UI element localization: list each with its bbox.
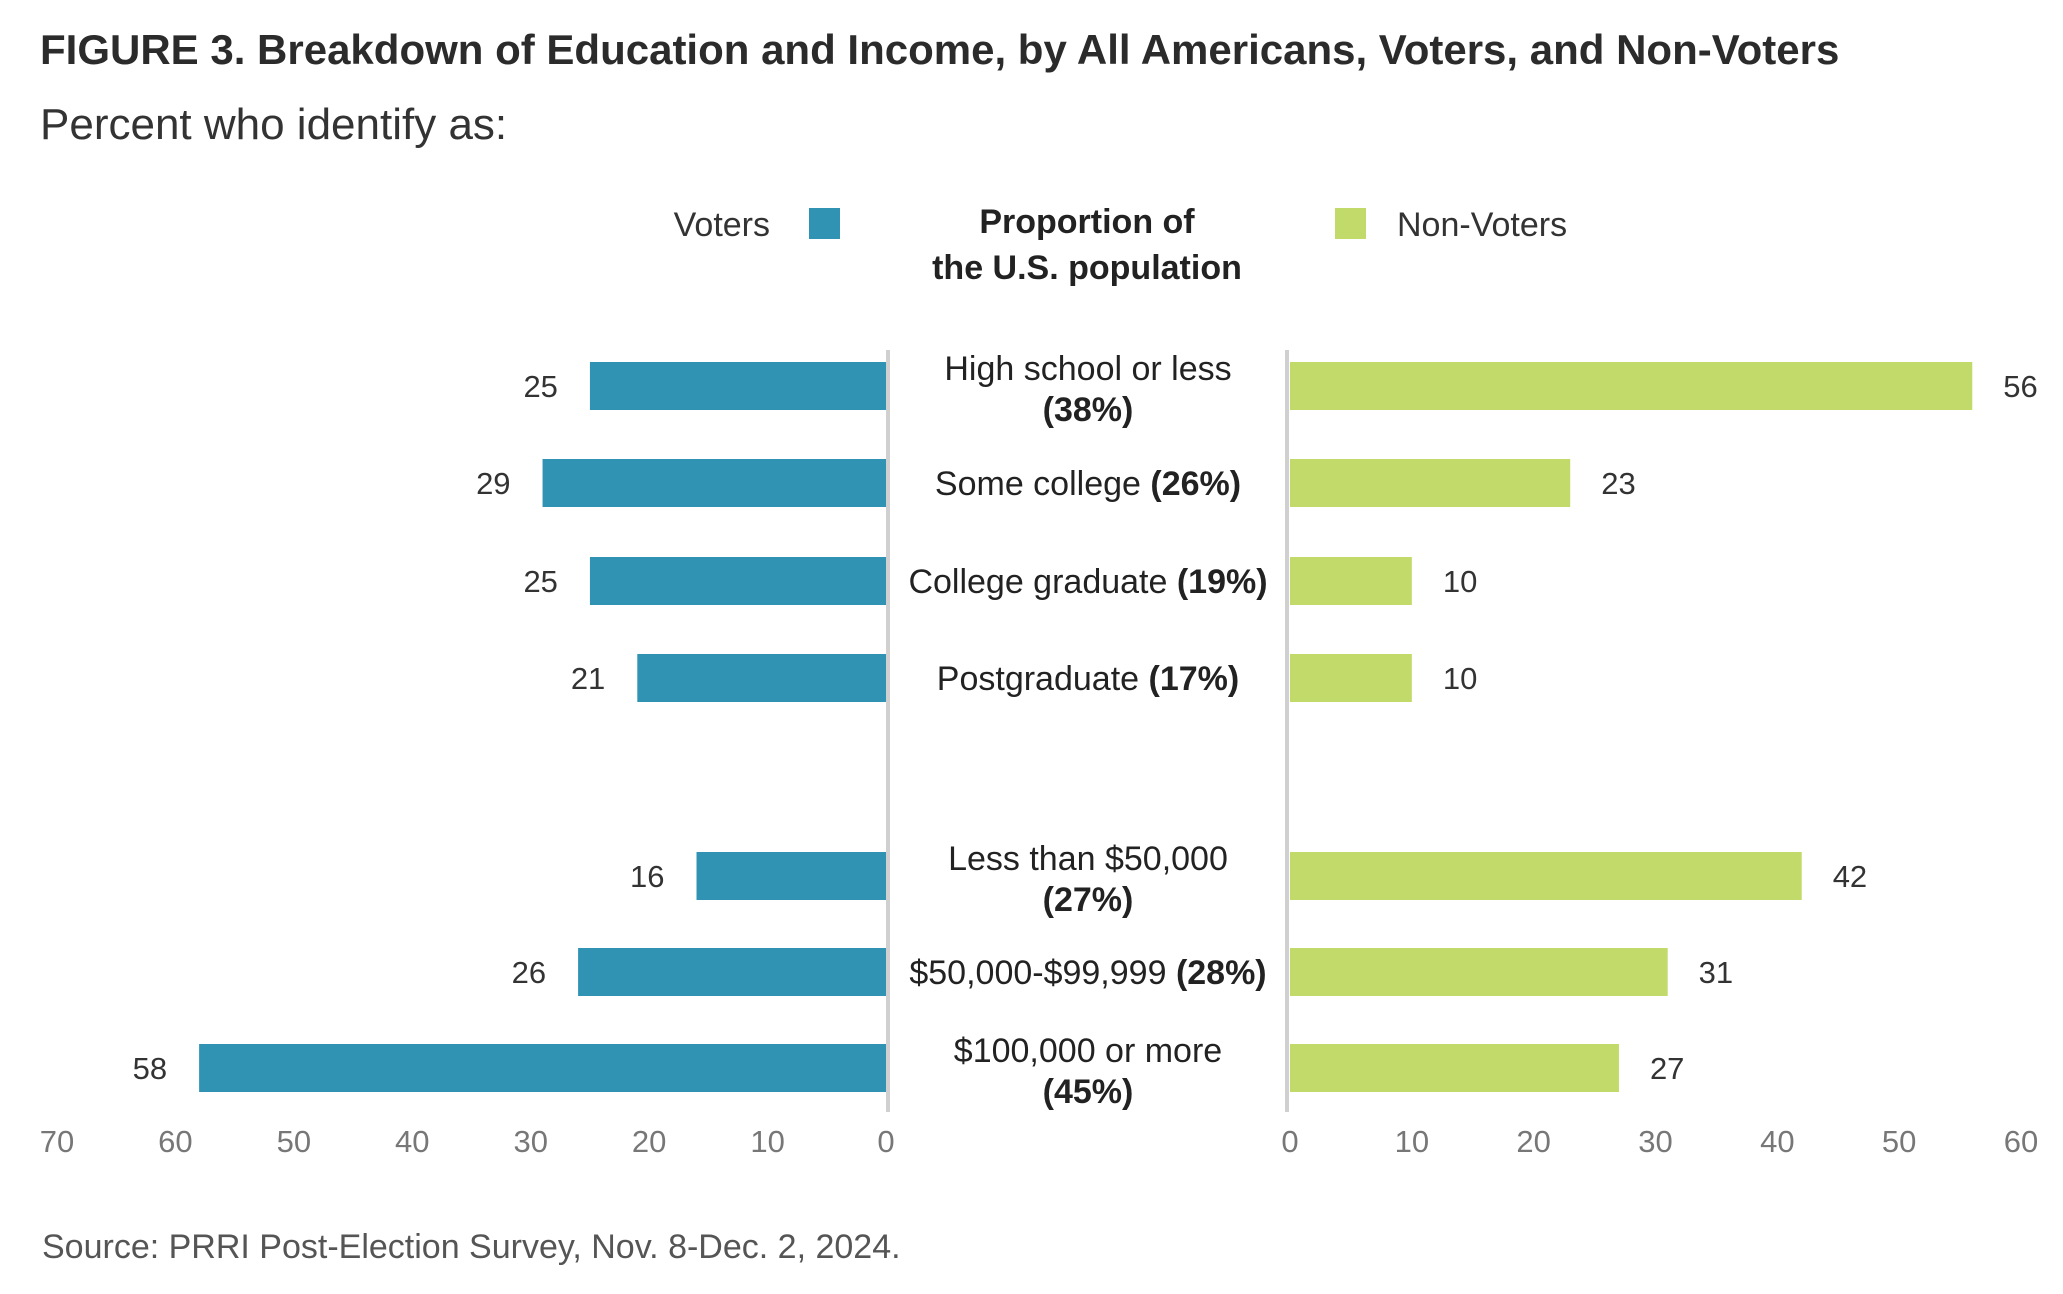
legend-nonvoters-swatch [1335,208,1366,239]
category-label-50-000-99-999: $50,000-$99,999 (28%) [909,954,1266,992]
value-label-nonvoters-high-school-or-less: 56 [2003,369,2037,404]
right-axis-tick-50: 50 [1882,1124,1916,1159]
category-pct-college-graduate: (19%) [1177,563,1268,601]
category-pct-100-000-or-more: (45%) [1043,1073,1134,1111]
left-axis-tick-30: 30 [513,1124,547,1159]
category-label-postgraduate: Postgraduate (17%) [937,660,1239,698]
value-label-voters-100-000-or-more: 58 [133,1051,167,1086]
value-label-nonvoters-50-000-99-999: 31 [1699,955,1733,990]
left-axis-tick-0: 0 [877,1124,894,1159]
value-label-voters-college-graduate: 25 [523,564,557,599]
category-label-some-college: Some college (26%) [935,465,1241,503]
left-axis-tick-50: 50 [277,1124,311,1159]
bar-voters-some-college [542,459,886,507]
value-label-voters-high-school-or-less: 25 [523,369,557,404]
category-pct-50-000-99-999: (28%) [1176,954,1267,992]
legend-nonvoters-label: Non-Voters [1397,206,1567,244]
bar-nonvoters-some-college [1290,459,1571,507]
bar-nonvoters-postgraduate [1290,654,1412,702]
value-label-voters-some-college: 29 [476,466,510,501]
left-axis-tick-40: 40 [395,1124,429,1159]
category-name-postgraduate: Postgraduate [937,660,1149,698]
value-label-voters-postgraduate: 21 [571,661,605,696]
legend-center-line1: Proportion of [979,203,1195,241]
bar-nonvoters-less-than-50-000 [1290,852,1802,900]
bar-nonvoters-college-graduate [1290,557,1412,605]
source-note: Source: PRRI Post-Election Survey, Nov. … [42,1228,901,1266]
bar-voters-less-than-50-000 [696,852,886,900]
bar-voters-100-000-or-more [199,1044,887,1092]
category-pct-less-than-50-000: (27%) [1043,881,1134,919]
value-label-voters-less-than-50-000: 16 [630,859,664,894]
left-axis-tick-20: 20 [632,1124,666,1159]
chart-title: FIGURE 3. Breakdown of Education and Inc… [40,26,1840,73]
legend: Voters Proportion of the U.S. population… [674,203,1567,287]
category-label-college-graduate: College graduate (19%) [908,563,1267,601]
value-label-voters-50-000-99-999: 26 [512,955,546,990]
category-name-some-college: Some college [935,465,1150,503]
bar-nonvoters-50-000-99-999 [1290,948,1668,996]
right-axis-tick-10: 10 [1395,1124,1429,1159]
category-pct-postgraduate: (17%) [1149,660,1240,698]
bar-voters-college-graduate [589,557,886,605]
right-axis-tick-30: 30 [1638,1124,1672,1159]
bar-nonvoters-high-school-or-less [1290,362,1973,410]
left-axis-tick-70: 70 [40,1124,74,1159]
right-axis-tick-60: 60 [2004,1124,2038,1159]
value-label-nonvoters-college-graduate: 10 [1443,564,1477,599]
bar-voters-postgraduate [637,654,886,702]
category-label-100-000-or-more: $100,000 or more [954,1032,1222,1070]
bar-voters-high-school-or-less [589,362,886,410]
value-label-nonvoters-some-college: 23 [1601,466,1635,501]
value-label-nonvoters-postgraduate: 10 [1443,661,1477,696]
category-label-high-school-or-less: High school or less [944,350,1231,388]
labels-group: 25 56 High school or less(38%) 29 23 Some col… [133,350,2038,1111]
chart-subtitle: Percent who identify as: [40,100,508,149]
category-pct-high-school-or-less: (38%) [1043,391,1134,429]
right-axis-tick-40: 40 [1760,1124,1794,1159]
value-label-nonvoters-less-than-50-000: 42 [1833,859,1867,894]
bars-group [199,362,1973,1092]
legend-voters-label: Voters [674,206,770,244]
category-pct-some-college: (26%) [1150,465,1241,503]
legend-voters-swatch [809,208,840,239]
category-name-college-graduate: College graduate [908,563,1176,601]
legend-center-line2: the U.S. population [932,249,1242,287]
left-axis-tick-60: 60 [158,1124,192,1159]
left-axis-tick-10: 10 [750,1124,784,1159]
value-label-nonvoters-100-000-or-more: 27 [1650,1051,1684,1086]
bar-nonvoters-100-000-or-more [1290,1044,1619,1092]
ticks-group: 70 60 50 40 30 20 10 0 0 10 20 30 40 50 60 [40,1124,2038,1159]
right-axis-tick-0: 0 [1281,1124,1298,1159]
category-label-less-than-50-000: Less than $50,000 [948,840,1228,878]
right-axis-tick-20: 20 [1516,1124,1550,1159]
bar-voters-50-000-99-999 [578,948,886,996]
category-name-50-000-99-999: $50,000-$99,999 [909,954,1176,992]
